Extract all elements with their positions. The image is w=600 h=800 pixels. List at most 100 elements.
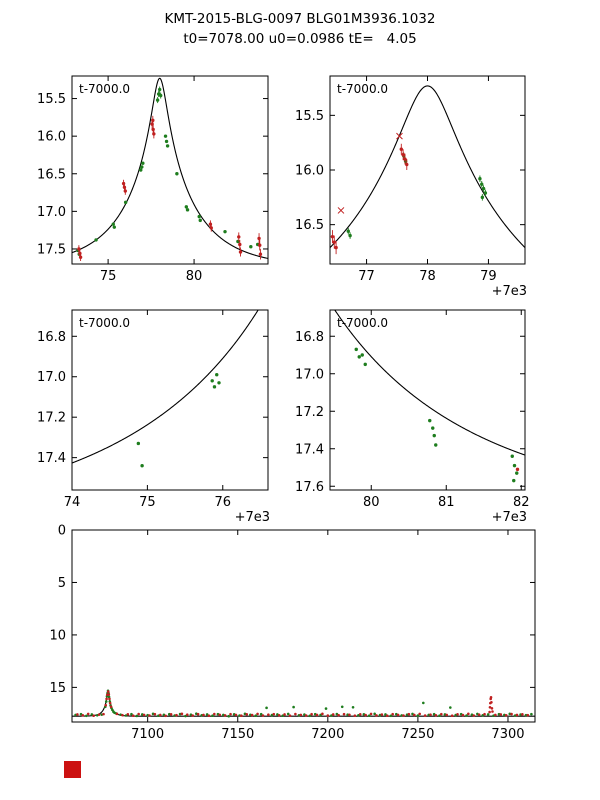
red-data-points bbox=[76, 690, 530, 718]
data-point bbox=[97, 713, 101, 716]
y-tick-label: 0 bbox=[58, 524, 66, 539]
axes-box bbox=[71, 529, 536, 723]
model-curve bbox=[334, 310, 525, 456]
x-tick-label: 81 bbox=[438, 495, 455, 510]
data-point bbox=[158, 713, 162, 717]
data-point bbox=[348, 233, 352, 238]
axis-offset-label: +7e3 bbox=[492, 284, 527, 299]
data-point bbox=[375, 714, 378, 717]
data-point bbox=[104, 700, 108, 703]
time-offset-annotation: t-7000.0 bbox=[337, 82, 388, 96]
data-point bbox=[438, 714, 441, 718]
data-point bbox=[164, 714, 167, 718]
green-data-points bbox=[346, 152, 488, 239]
panel-top-left-plot: 75 80 15.5 16.0 16.5 17.0 17.5 t-7000.0 bbox=[37, 75, 269, 284]
data-point bbox=[191, 714, 195, 717]
green-data-points bbox=[136, 373, 221, 468]
data-point bbox=[403, 157, 407, 161]
data-point bbox=[331, 713, 335, 716]
data-point bbox=[407, 712, 411, 716]
data-point bbox=[524, 713, 528, 717]
cross-marker bbox=[396, 132, 403, 140]
y-tick-label: 16.5 bbox=[295, 218, 324, 233]
y-tick-label: 15.5 bbox=[37, 92, 66, 107]
data-point bbox=[115, 712, 119, 716]
data-point bbox=[481, 186, 486, 191]
y-tick-label: 17.0 bbox=[37, 370, 66, 385]
data-point bbox=[107, 693, 111, 696]
data-point bbox=[180, 712, 184, 716]
x-tick-label: 80 bbox=[363, 495, 380, 510]
y-tick-label: 5 bbox=[58, 576, 66, 591]
panel-bottom-full-plot: 7100 7150 7200 7250 7300 0 5 10 15 bbox=[49, 524, 536, 742]
y-tick-label: 17.2 bbox=[37, 411, 66, 426]
panel-top-right-plot: 77 78 79 15.5 16.0 16.5 t-7000.0 +7e3 bbox=[295, 75, 527, 299]
data-point bbox=[510, 454, 514, 458]
data-point bbox=[530, 712, 533, 716]
data-point bbox=[449, 706, 452, 709]
y-tick-label: 17.4 bbox=[295, 442, 324, 457]
green-data-points bbox=[74, 689, 533, 718]
data-point bbox=[499, 713, 503, 716]
data-point bbox=[277, 713, 281, 717]
data-point bbox=[346, 229, 350, 233]
data-point bbox=[478, 177, 482, 181]
y-tick-label: 17.4 bbox=[37, 451, 66, 466]
x-tick-label: 7250 bbox=[401, 727, 434, 742]
data-point bbox=[292, 705, 295, 709]
data-point bbox=[272, 712, 276, 716]
data-point bbox=[205, 713, 209, 716]
data-point bbox=[175, 172, 179, 176]
data-point bbox=[157, 87, 162, 92]
data-point bbox=[140, 165, 144, 169]
data-point bbox=[330, 234, 335, 239]
panel-middle-left-plot: 74 75 76 16.8 17.0 17.2 17.4 t-7000.0 +7e3 bbox=[37, 309, 270, 525]
data-point bbox=[184, 714, 187, 718]
data-point bbox=[197, 214, 201, 219]
y-tick-label: 17.2 bbox=[295, 405, 324, 420]
data-point bbox=[142, 713, 146, 717]
y-tick-label: 17.5 bbox=[37, 242, 66, 257]
data-point bbox=[488, 710, 491, 714]
axis-offset-label: +7e3 bbox=[235, 510, 270, 525]
x-tick-label: 7100 bbox=[131, 727, 164, 742]
data-point bbox=[238, 242, 242, 247]
x-tick-label: 7300 bbox=[491, 727, 524, 742]
data-point bbox=[340, 705, 344, 709]
data-point bbox=[223, 229, 227, 234]
data-point bbox=[175, 713, 178, 717]
data-point bbox=[227, 714, 231, 718]
model-curve bbox=[330, 85, 525, 248]
red-square-marker bbox=[64, 761, 81, 778]
data-point bbox=[265, 706, 268, 710]
data-point bbox=[321, 712, 324, 716]
data-point bbox=[198, 218, 202, 223]
data-point bbox=[130, 712, 133, 716]
data-point bbox=[141, 161, 145, 165]
data-point bbox=[169, 713, 173, 716]
data-point bbox=[240, 714, 243, 718]
data-point bbox=[399, 147, 403, 151]
data-point bbox=[202, 713, 205, 717]
data-point bbox=[215, 373, 219, 377]
data-point bbox=[489, 696, 493, 699]
data-point bbox=[86, 712, 90, 716]
data-point bbox=[357, 355, 361, 359]
data-point bbox=[94, 238, 98, 242]
data-point bbox=[351, 706, 355, 709]
data-point bbox=[123, 200, 128, 205]
data-point bbox=[163, 134, 168, 138]
data-point bbox=[385, 714, 389, 718]
data-point bbox=[332, 240, 336, 244]
data-point bbox=[445, 713, 449, 717]
data-point bbox=[151, 118, 155, 123]
y-tick-label: 16.8 bbox=[37, 330, 66, 345]
data-point bbox=[477, 713, 481, 716]
data-point bbox=[159, 93, 163, 98]
y-tick-label: 15.5 bbox=[295, 109, 324, 124]
data-point bbox=[363, 362, 367, 367]
data-point bbox=[137, 712, 140, 716]
y-tick-label: 16.0 bbox=[37, 130, 66, 145]
data-point bbox=[78, 255, 83, 259]
